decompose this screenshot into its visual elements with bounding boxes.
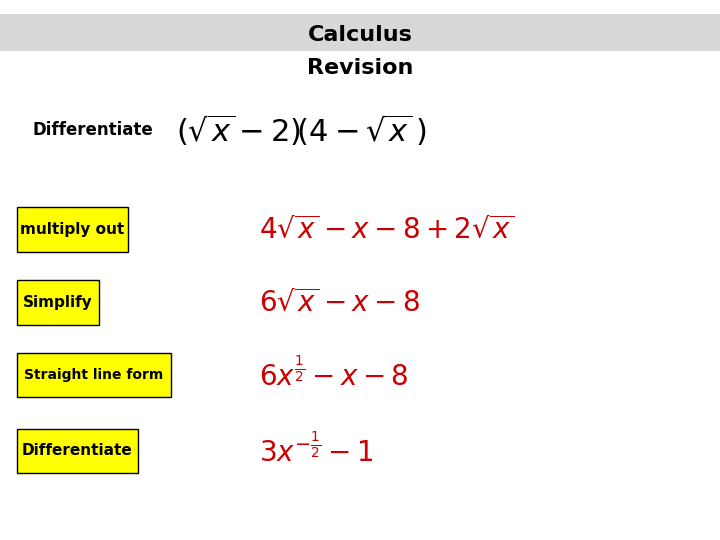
Text: $3x^{-\frac{1}{2}}-1$: $3x^{-\frac{1}{2}}-1$	[259, 434, 374, 468]
Text: Simplify: Simplify	[23, 295, 93, 310]
FancyBboxPatch shape	[17, 280, 99, 325]
Text: $6x^{\frac{1}{2}}-x-8$: $6x^{\frac{1}{2}}-x-8$	[259, 358, 409, 393]
Text: $6\sqrt{x}-x-8$: $6\sqrt{x}-x-8$	[259, 288, 420, 316]
FancyBboxPatch shape	[17, 353, 171, 397]
Text: Differentiate: Differentiate	[22, 443, 132, 458]
Text: Calculus: Calculus	[307, 25, 413, 45]
Text: multiply out: multiply out	[20, 222, 125, 237]
Text: Differentiate: Differentiate	[32, 120, 153, 139]
Text: $4\sqrt{x}-x-8+2\sqrt{x}$: $4\sqrt{x}-x-8+2\sqrt{x}$	[259, 215, 515, 244]
Text: Revision: Revision	[307, 57, 413, 78]
Text: $\left(\sqrt{x}-2\right)\!\left(4-\sqrt{x}\,\right)$: $\left(\sqrt{x}-2\right)\!\left(4-\sqrt{…	[176, 112, 427, 147]
Text: Straight line form: Straight line form	[24, 368, 163, 382]
FancyBboxPatch shape	[17, 207, 128, 252]
FancyBboxPatch shape	[17, 429, 138, 473]
FancyBboxPatch shape	[0, 14, 720, 51]
